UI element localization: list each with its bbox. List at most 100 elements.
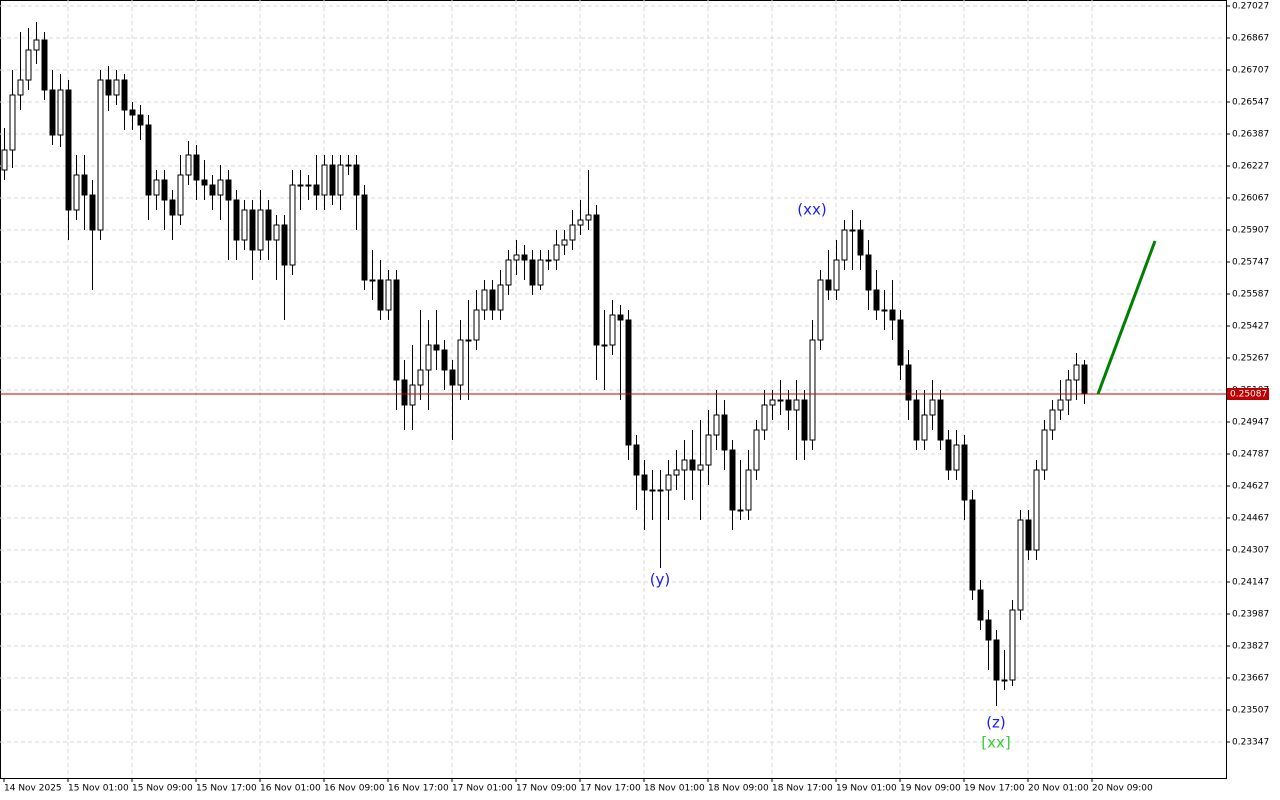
candle-body	[145, 124, 152, 196]
candle-body	[9, 94, 16, 151]
x-tick-label: 20 Nov 01:00	[1028, 784, 1089, 794]
x-tick-label: 15 Nov 09:00	[132, 784, 193, 794]
candle-body	[785, 399, 792, 411]
candle-body	[401, 379, 408, 406]
x-tick-label: 20 Nov 09:00	[1092, 784, 1153, 794]
candle-body	[1065, 379, 1072, 401]
x-tick-label: 17 Nov 09:00	[516, 784, 577, 794]
candle-body	[985, 619, 992, 641]
x-tick-label: 18 Nov 09:00	[708, 784, 769, 794]
candle-body	[505, 259, 512, 286]
candle-body	[473, 309, 480, 341]
candle-body	[273, 224, 280, 241]
candle-body	[209, 184, 216, 196]
wave-label: (z)	[986, 714, 1006, 732]
candle-body	[737, 509, 744, 512]
candle-body	[769, 399, 776, 406]
candle-body	[969, 499, 976, 591]
candle-body	[433, 344, 440, 351]
x-tick-label: 17 Nov 01:00	[452, 784, 513, 794]
candle-body	[161, 179, 168, 201]
candle-body	[337, 164, 344, 196]
y-tick-label: 0.24467	[1232, 514, 1269, 524]
candle-body	[257, 209, 264, 251]
y-tick-label: 0.23347	[1232, 738, 1269, 748]
candle-body	[481, 289, 488, 311]
candle-body	[961, 444, 968, 501]
candle-body	[689, 459, 696, 471]
candle-body	[345, 164, 352, 167]
candle-body	[729, 449, 736, 511]
candle-body	[529, 259, 536, 286]
candle-body	[553, 244, 560, 261]
candle-body	[721, 414, 728, 451]
candle-body	[617, 314, 624, 321]
candle-body	[97, 79, 104, 231]
candle-body	[521, 254, 528, 261]
candle-body	[441, 349, 448, 371]
candle-body	[297, 184, 304, 187]
candle-body	[449, 369, 456, 386]
y-tick-label: 0.24147	[1232, 578, 1269, 588]
candle-body	[457, 339, 464, 386]
candle-body	[593, 214, 600, 346]
candle-body	[801, 399, 808, 441]
candle-body	[633, 444, 640, 476]
candle-body	[369, 279, 376, 282]
x-tick-label: 14 Nov 2025	[4, 784, 62, 794]
candle-body	[753, 429, 760, 471]
x-tick-label: 17 Nov 17:00	[580, 784, 641, 794]
x-tick-label: 15 Nov 17:00	[196, 784, 257, 794]
candle-body	[217, 179, 224, 196]
candle-body	[929, 399, 936, 416]
candle-body	[953, 444, 960, 471]
candle-body	[681, 459, 688, 471]
x-tick-label: 18 Nov 17:00	[772, 784, 833, 794]
candle-body	[233, 199, 240, 241]
candle-body	[1049, 409, 1056, 431]
candle-body	[545, 259, 552, 262]
candle-body	[177, 174, 184, 216]
x-tick-label: 19 Nov 09:00	[900, 784, 961, 794]
candle-body	[817, 279, 824, 341]
y-tick-label: 0.23987	[1232, 610, 1269, 620]
candle-body	[417, 369, 424, 386]
y-tick-label: 0.25587	[1232, 290, 1269, 300]
candle-body	[329, 164, 336, 196]
y-tick-label: 0.24947	[1232, 418, 1269, 428]
x-tick-label: 19 Nov 17:00	[964, 784, 1025, 794]
candle-body	[113, 79, 120, 96]
candle-body	[385, 279, 392, 311]
candle-body	[129, 109, 136, 116]
y-tick-label: 0.26227	[1232, 162, 1269, 172]
candle-body	[937, 399, 944, 441]
candle-body	[777, 399, 784, 402]
candle-body	[361, 194, 368, 281]
candle-body	[641, 474, 648, 491]
y-tick-label: 0.23667	[1232, 674, 1269, 684]
candle-body	[57, 89, 64, 136]
candle-body	[65, 89, 72, 211]
candle-body	[1041, 429, 1048, 471]
y-tick-label: 0.26387	[1232, 130, 1269, 140]
y-tick-label: 0.27027	[1232, 2, 1269, 12]
candle-body	[201, 179, 208, 186]
candle-body	[497, 284, 504, 311]
candle-body	[561, 239, 568, 246]
x-tick-label: 16 Nov 01:00	[260, 784, 321, 794]
candle-body	[705, 434, 712, 466]
candle-body	[393, 279, 400, 381]
y-tick-label: 0.25907	[1232, 226, 1269, 236]
candle-body	[249, 209, 256, 251]
candle-body	[169, 199, 176, 216]
current-price-box	[1227, 388, 1269, 400]
candle-body	[833, 259, 840, 291]
candle-body	[857, 229, 864, 256]
y-tick-label: 0.25427	[1232, 322, 1269, 332]
candle-body	[945, 439, 952, 471]
candle-body	[81, 174, 88, 196]
y-tick-label: 0.23507	[1232, 706, 1269, 716]
candle-body	[873, 289, 880, 311]
x-tick-label: 16 Nov 09:00	[324, 784, 385, 794]
candle-body	[921, 414, 928, 441]
